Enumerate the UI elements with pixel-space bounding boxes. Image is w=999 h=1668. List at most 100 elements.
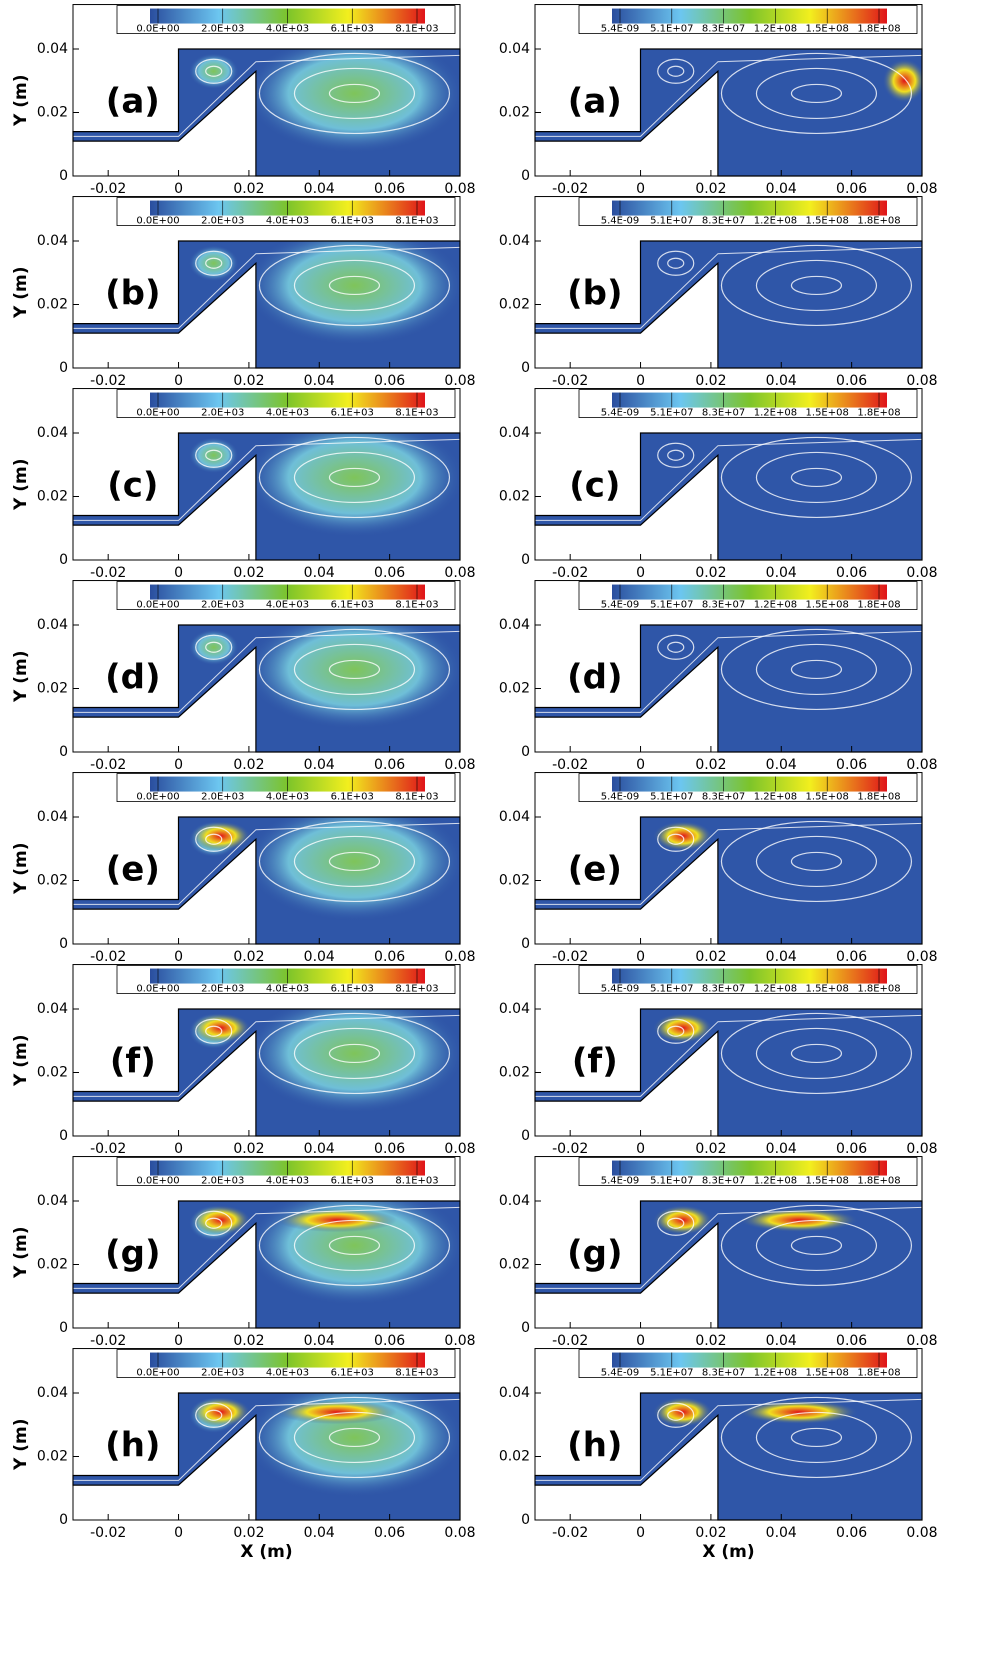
x-tick-label: 0.06: [374, 181, 405, 197]
streamline: [535, 630, 922, 713]
streamline: [720, 244, 913, 327]
field-blob: [244, 433, 460, 538]
panel-label: (g): [567, 1233, 622, 1273]
x-tick-label: 0.02: [233, 757, 264, 773]
streamline: [790, 275, 843, 296]
panel-label: (d): [105, 657, 160, 697]
panel: -0.02 0 0.02 0.04 0.06 0.08 0 0.02 0.04 (e) 5.4E-0…: [499, 772, 938, 965]
y-tick-label: 0.02: [499, 681, 530, 697]
colorbar-tick-label: 8.3E+07: [702, 600, 745, 611]
x-tick-label: 0.08: [444, 1333, 475, 1349]
x-tick-label: 0.06: [374, 1333, 405, 1349]
colorbar-tick-label: 5.1E+07: [650, 216, 693, 227]
y-tick-label: 0.04: [499, 809, 530, 825]
colorbar-tick-label: 6.1E+03: [331, 1176, 374, 1187]
colorbar-tick-label: 1.5E+08: [806, 792, 849, 803]
streamline: [535, 1206, 922, 1289]
colorbar-tick-label: 1.8E+08: [857, 792, 900, 803]
x-tick-label: 0: [174, 757, 183, 773]
streamline: [73, 246, 460, 329]
axes-frame: [72, 1156, 461, 1329]
x-tick-label: -0.02: [552, 565, 588, 581]
axes-frame: [72, 196, 461, 369]
streamline: [657, 1018, 695, 1044]
x-tick-label: 0.06: [374, 757, 405, 773]
x-tick-label: 0: [174, 1141, 183, 1157]
axes-frame: [72, 964, 461, 1137]
panel: -0.02 0 0.02 0.04 0.06 0.08 0 0.02 0.04 X (m) (h) 5…: [499, 1348, 938, 1562]
streamline: [720, 1204, 913, 1287]
streamline: [535, 54, 922, 137]
y-axis-label: Y (m): [11, 1035, 31, 1087]
streamline: [293, 259, 416, 312]
streamline: [258, 820, 451, 903]
x-tick-label: 0.06: [374, 1141, 405, 1157]
streamline: [755, 835, 878, 888]
y-tick-label: 0.04: [37, 41, 68, 57]
streamline: [293, 643, 416, 696]
y-axis-label: Y (m): [11, 1227, 31, 1279]
colorbar-tick-label: 1.8E+08: [857, 600, 900, 611]
panel-label: (c): [569, 465, 620, 505]
x-tick-label: -0.02: [90, 565, 126, 581]
y-tick-label: 0.02: [37, 105, 68, 121]
axes-frame: [534, 1156, 923, 1329]
axes-frame: [534, 580, 923, 753]
colorbar-tick-label: 5.4E-09: [601, 600, 640, 611]
x-tick-label: 0: [636, 757, 645, 773]
colorbar-tick-label: 4.0E+03: [266, 984, 309, 995]
y-tick-label: 0: [521, 360, 530, 376]
y-tick-label: 0: [521, 168, 530, 184]
streamline: [790, 659, 843, 680]
y-tick-label: 0.02: [37, 1065, 68, 1081]
y-tick-label: 0.04: [37, 1193, 68, 1209]
y-tick-label: 0.04: [499, 1385, 530, 1401]
y-tick-label: 0: [59, 1128, 68, 1144]
colorbar-tick-label: 1.5E+08: [806, 24, 849, 35]
x-tick-label: 0.06: [836, 757, 867, 773]
y-tick-label: 0: [521, 1128, 530, 1144]
y-tick-label: 0.02: [37, 1449, 68, 1465]
streamline: [258, 244, 451, 327]
panel-label: (d): [567, 657, 622, 697]
streamline: [205, 833, 223, 845]
panel-label: (c): [107, 465, 158, 505]
streamline: [258, 52, 451, 135]
colorbar-tick-label: 0.0E+00: [136, 984, 179, 995]
x-tick-label: 0.02: [233, 1525, 264, 1541]
y-tick-label: 0: [521, 1512, 530, 1528]
field-blob: [276, 1400, 397, 1425]
field-blob: [244, 817, 460, 922]
axes-frame: [534, 4, 923, 177]
panel: -0.02 0 0.02 0.04 0.06 0.08 0 0.02 0.04 Y (m) X (m…: [11, 1348, 476, 1562]
x-tick-label: -0.02: [90, 1141, 126, 1157]
x-tick-label: 0.08: [444, 949, 475, 965]
x-tick-label: 0.04: [304, 757, 335, 773]
x-tick-label: 0: [636, 1141, 645, 1157]
field-blob: [244, 49, 460, 154]
colorbar-tick-label: 8.1E+03: [395, 24, 438, 35]
y-axis-label: Y (m): [11, 1419, 31, 1471]
field-blob: [244, 241, 460, 346]
y-tick-label: 0: [521, 744, 530, 760]
x-tick-label: 0.02: [695, 181, 726, 197]
y-tick-label: 0.04: [37, 233, 68, 249]
streamline: [720, 52, 913, 135]
streamline: [657, 634, 695, 660]
streamline: [195, 1402, 233, 1428]
colorbar-tick-label: 1.5E+08: [806, 1368, 849, 1379]
axes-frame: [534, 964, 923, 1137]
colorbar-tick-label: 6.1E+03: [331, 216, 374, 227]
x-tick-label: 0.08: [444, 757, 475, 773]
colorbar-tick-label: 1.2E+08: [754, 1368, 797, 1379]
x-tick-label: -0.02: [552, 181, 588, 197]
colorbar-tick-label: 2.0E+03: [201, 1368, 244, 1379]
streamline: [755, 1411, 878, 1464]
y-tick-label: 0: [59, 1512, 68, 1528]
x-tick-label: 0.02: [695, 949, 726, 965]
x-tick-label: 0.08: [906, 1525, 937, 1541]
streamline: [657, 1402, 695, 1428]
x-tick-label: 0.06: [374, 1525, 405, 1541]
streamline: [535, 246, 922, 329]
x-tick-label: 0.06: [836, 1333, 867, 1349]
